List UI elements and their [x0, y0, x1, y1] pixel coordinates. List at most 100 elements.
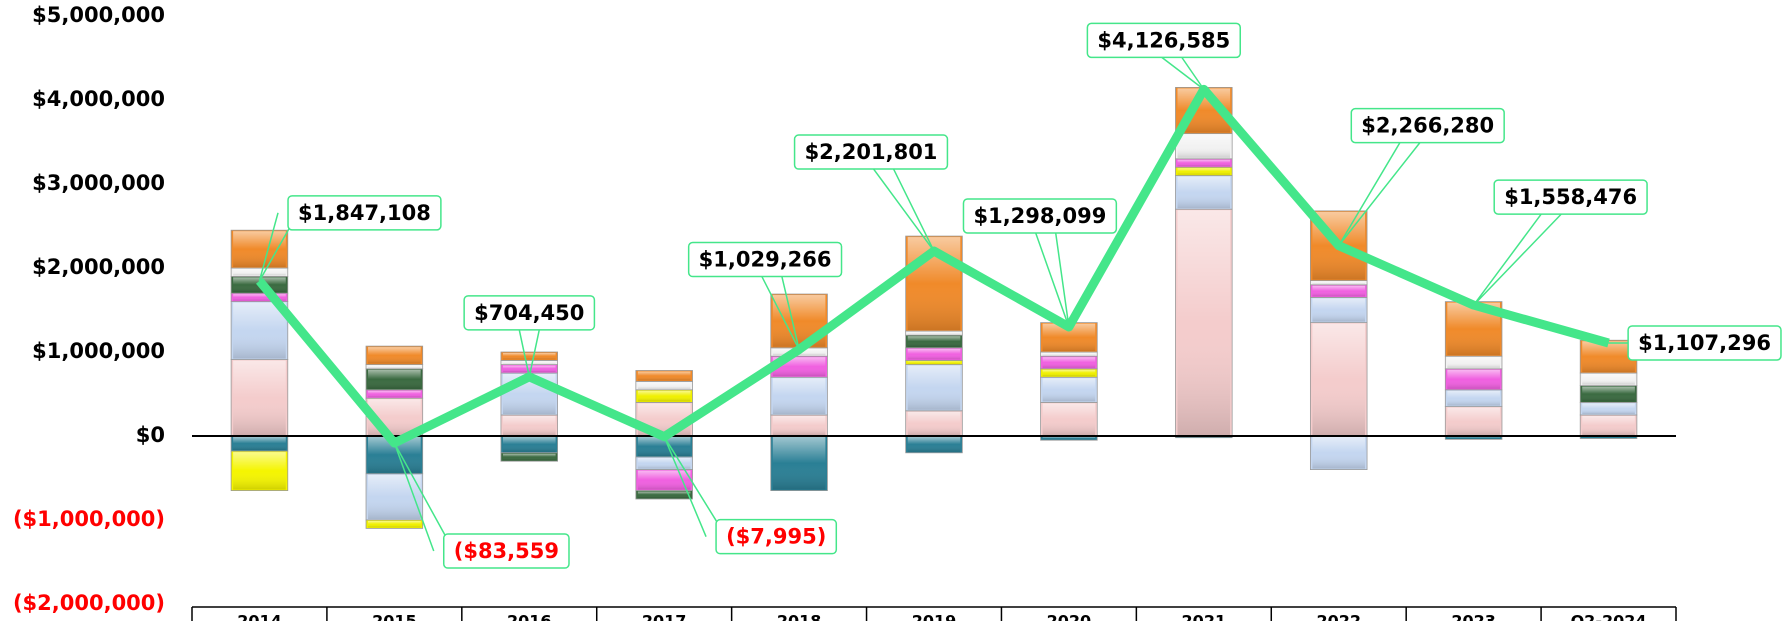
callout-leader: [663, 436, 727, 538]
bar-gloss: [1177, 210, 1231, 435]
y-tick-label: $4,000,000: [32, 87, 165, 111]
data-label: $1,298,099: [973, 204, 1106, 228]
x-tick-label: 2023: [1451, 612, 1496, 621]
callout: ($83,559: [393, 442, 570, 569]
bar-gloss: [772, 437, 826, 490]
bar-gloss: [637, 371, 691, 381]
bar-gloss: [1582, 374, 1635, 385]
callout-leader: [1473, 213, 1562, 306]
bar-gloss: [907, 336, 961, 347]
callout: $1,107,296: [1608, 325, 1782, 361]
bar-gloss: [1447, 407, 1500, 435]
callout-box: [287, 195, 442, 231]
bar-gloss: [502, 361, 556, 364]
data-label: $704,450: [474, 301, 584, 325]
bar-gloss: [637, 470, 691, 490]
bar-gloss: [1312, 285, 1366, 297]
callout-box: [463, 295, 596, 331]
bar-gloss: [1312, 323, 1366, 435]
callout-leader: [1035, 232, 1070, 328]
data-label: ($83,559: [454, 539, 559, 563]
bar-gloss: [1447, 357, 1500, 368]
callout-box: [1350, 107, 1505, 144]
data-label: $1,847,108: [298, 201, 431, 225]
bar-gloss: [502, 353, 556, 360]
y-tick-label: $0: [136, 423, 165, 447]
data-label: ($7,995): [726, 525, 826, 549]
callout-leader: [761, 276, 800, 350]
x-tick-label: 2016: [507, 612, 552, 621]
bar-gloss: [233, 302, 286, 359]
callout: $1,558,476: [1473, 179, 1648, 306]
y-tick-label: $2,000,000: [32, 255, 165, 279]
bar-gloss: [772, 416, 826, 435]
x-tick-label: Q2-2024: [1571, 612, 1647, 621]
bar-gloss: [637, 382, 691, 389]
bar-gloss: [1447, 369, 1500, 389]
bar-gloss: [1582, 341, 1635, 372]
bar-gloss: [233, 269, 286, 276]
bar-gloss: [233, 452, 286, 490]
bar-gloss: [1177, 134, 1231, 158]
bar-gloss: [637, 390, 691, 402]
callout: $1,029,266: [687, 241, 843, 350]
x-tick-label: 2015: [372, 612, 417, 621]
callout-box: [442, 533, 570, 569]
bar-gloss: [368, 521, 421, 528]
bar-gloss: [907, 348, 961, 360]
bar-gloss: [907, 365, 961, 410]
bar-gloss: [907, 361, 961, 364]
bar-gloss: [907, 437, 961, 452]
y-tick-label: $3,000,000: [32, 171, 165, 195]
callout-leader: [1338, 142, 1421, 247]
bar-gloss: [772, 378, 826, 414]
y-tick-label: $5,000,000: [32, 3, 165, 27]
callout-box: [793, 134, 949, 170]
bar-gloss: [502, 365, 556, 372]
bar-gloss: [1042, 353, 1096, 356]
bar-gloss: [1582, 403, 1635, 414]
x-tick-label: 2020: [1047, 612, 1092, 621]
bar-gloss: [368, 365, 421, 368]
bar-gloss: [1582, 437, 1635, 438]
y-tick-label: ($2,000,000): [13, 591, 165, 615]
callout-leader: [393, 442, 455, 552]
bar-gloss: [233, 360, 286, 435]
bar-gloss: [1042, 378, 1096, 402]
bar-gloss: [1042, 403, 1096, 435]
callout-box: [962, 198, 1118, 234]
bar-gloss: [368, 390, 421, 398]
callout-box: [1627, 325, 1782, 361]
bar-gloss: [1177, 176, 1231, 209]
bar-gloss: [1447, 390, 1500, 406]
bar-gloss: [907, 332, 961, 335]
callout-leader: [1161, 56, 1205, 90]
x-tick-label: 2017: [642, 612, 687, 621]
callout-box: [687, 241, 843, 278]
bar-gloss: [1312, 437, 1366, 469]
bar-gloss: [637, 491, 691, 498]
callout: $1,847,108: [258, 195, 442, 282]
callout-leader: [872, 168, 935, 252]
callout: $1,298,099: [962, 198, 1118, 328]
callout: $2,201,801: [793, 134, 949, 252]
data-label: $2,266,280: [1361, 114, 1494, 138]
bar-gloss: [368, 369, 421, 389]
bar-gloss: [502, 416, 556, 435]
bar-gloss: [1312, 281, 1366, 284]
bar-gloss: [1177, 159, 1231, 167]
callout: ($7,995): [663, 436, 838, 555]
bar-gloss: [1312, 298, 1366, 322]
bar-gloss: [1042, 369, 1096, 377]
x-tick-label: 2022: [1316, 612, 1361, 621]
x-tick-label: 2014: [237, 612, 282, 621]
bar-gloss: [1582, 416, 1635, 435]
bar-gloss: [637, 437, 691, 456]
bar-gloss: [1447, 437, 1500, 439]
x-tick-label: 2018: [777, 612, 822, 621]
bar-gloss: [368, 474, 421, 519]
bar-gloss: [1042, 357, 1096, 368]
bar-gloss: [1582, 386, 1635, 402]
y-tick-label: $1,000,000: [32, 339, 165, 363]
